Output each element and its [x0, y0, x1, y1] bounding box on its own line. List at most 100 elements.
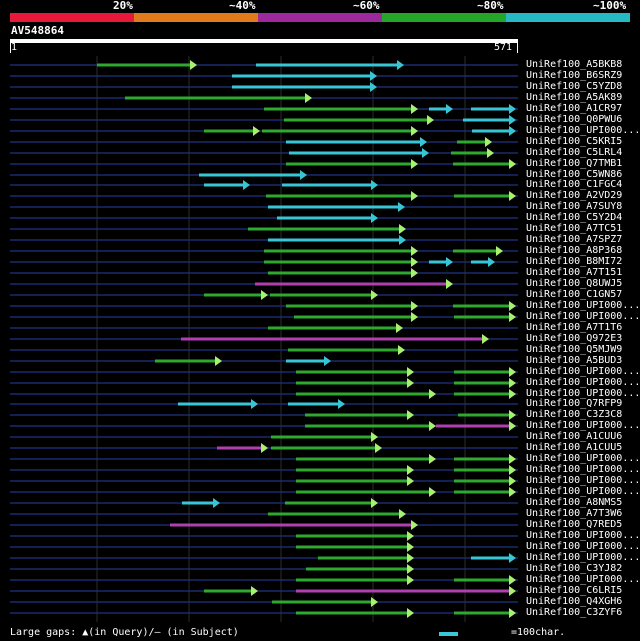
hit-label[interactable]: UniRef100_C5KRI5	[526, 136, 623, 147]
hit-segment[interactable]	[454, 454, 516, 464]
hit-segment[interactable]	[458, 410, 516, 420]
hit-label[interactable]: UniRef100_Q7TMB1	[526, 158, 623, 169]
hit-segment[interactable]	[271, 443, 382, 453]
hit-label[interactable]: UniRef100_A7TC51	[526, 223, 623, 234]
hit-segment[interactable]	[296, 389, 436, 399]
hit-segment[interactable]	[97, 60, 197, 70]
hit-segment[interactable]	[454, 487, 516, 497]
hit-segment[interactable]	[294, 312, 418, 322]
hit-segment[interactable]	[306, 564, 414, 574]
hit-segment[interactable]	[454, 312, 516, 322]
hit-segment[interactable]	[284, 115, 434, 125]
hit-segment[interactable]	[296, 454, 436, 464]
hit-segment[interactable]	[429, 257, 453, 267]
hit-label[interactable]: UniRef100_UPI000...	[526, 311, 640, 322]
hit-label[interactable]: UniRef100_C5LRL4	[526, 147, 623, 158]
hit-label[interactable]: UniRef100_A7SUY8	[526, 201, 623, 212]
hit-label[interactable]: UniRef100_UPI000...	[526, 453, 640, 464]
hit-segment[interactable]	[436, 421, 516, 431]
hit-segment[interactable]	[264, 104, 418, 114]
hit-label[interactable]: UniRef100_Q972E3	[526, 333, 623, 344]
hit-segment[interactable]	[296, 476, 414, 486]
hit-segment[interactable]	[454, 608, 516, 618]
hit-label[interactable]: UniRef100_C5YZD8	[526, 81, 623, 92]
hit-segment[interactable]	[264, 257, 418, 267]
hit-label[interactable]: UniRef100_Q8UWJ5	[526, 278, 623, 289]
hit-segment[interactable]	[296, 378, 414, 388]
hit-label[interactable]: UniRef100_Q4XGH6	[526, 596, 623, 607]
hit-segment[interactable]	[125, 93, 312, 103]
hit-segment[interactable]	[454, 575, 516, 585]
hit-segment[interactable]	[268, 268, 418, 278]
hit-segment[interactable]	[453, 246, 503, 256]
hit-segment[interactable]	[288, 399, 345, 409]
hit-segment[interactable]	[268, 235, 406, 245]
hit-segment[interactable]	[155, 356, 222, 366]
hit-segment[interactable]	[286, 356, 331, 366]
hit-segment[interactable]	[318, 553, 414, 563]
hit-label[interactable]: UniRef100_Q5MJW9	[526, 344, 623, 355]
hit-segment[interactable]	[178, 399, 258, 409]
hit-label[interactable]: UniRef100_A1CUU5	[526, 442, 623, 453]
hit-label[interactable]: UniRef100_A8NMS5	[526, 497, 623, 508]
hit-label[interactable]: UniRef100_UPI000...	[526, 552, 640, 563]
hit-segment[interactable]	[268, 323, 403, 333]
hit-label[interactable]: UniRef100_C3ZYF6	[526, 607, 623, 618]
hit-label[interactable]: UniRef100_C3YJ82	[526, 563, 623, 574]
hit-segment[interactable]	[232, 71, 377, 81]
hit-label[interactable]: UniRef100_UPI000...	[526, 486, 640, 497]
hit-segment[interactable]	[282, 180, 378, 190]
hit-segment[interactable]	[471, 553, 516, 563]
hit-segment[interactable]	[296, 367, 414, 377]
hit-segment[interactable]	[204, 586, 258, 596]
hit-segment[interactable]	[217, 443, 268, 453]
hit-label[interactable]: UniRef100_UPI000...	[526, 377, 640, 388]
hit-label[interactable]: UniRef100_A5BKB8	[526, 59, 623, 70]
hit-label[interactable]: UniRef100_C1GN57	[526, 289, 623, 300]
hit-segment[interactable]	[454, 378, 516, 388]
hit-label[interactable]: UniRef100_Q7RED5	[526, 519, 623, 530]
hit-segment[interactable]	[296, 487, 436, 497]
hit-segment[interactable]	[286, 159, 418, 169]
hit-label[interactable]: UniRef100_A8P368	[526, 245, 623, 256]
hit-segment[interactable]	[268, 509, 406, 519]
hit-label[interactable]: UniRef100_A5AK89	[526, 92, 623, 103]
hit-segment[interactable]	[305, 421, 436, 431]
hit-segment[interactable]	[463, 115, 516, 125]
hit-label[interactable]: UniRef100_Q7RFP9	[526, 398, 623, 409]
hit-label[interactable]: UniRef100_A2VD29	[526, 190, 623, 201]
hit-label[interactable]: UniRef100_C5WN86	[526, 169, 623, 180]
hit-segment[interactable]	[453, 159, 516, 169]
hit-segment[interactable]	[457, 137, 492, 147]
hit-label[interactable]: UniRef100_C1FGC4	[526, 179, 623, 190]
hit-segment[interactable]	[454, 367, 516, 377]
hit-segment[interactable]	[199, 170, 307, 180]
hit-label[interactable]: UniRef100_Q0PWU6	[526, 114, 623, 125]
hit-segment[interactable]	[296, 542, 414, 552]
hit-segment[interactable]	[288, 345, 405, 355]
hit-segment[interactable]	[454, 191, 516, 201]
hit-label[interactable]: UniRef100_B8MI72	[526, 256, 623, 267]
hit-label[interactable]: UniRef100_UPI000...	[526, 366, 640, 377]
hit-label[interactable]: UniRef100_B6SRZ9	[526, 70, 623, 81]
hit-label[interactable]: UniRef100_A7SPZ7	[526, 234, 623, 245]
hit-label[interactable]: UniRef100_UPI000...	[526, 475, 640, 486]
hit-segment[interactable]	[429, 104, 453, 114]
hit-segment[interactable]	[471, 104, 516, 114]
hit-segment[interactable]	[270, 290, 378, 300]
hit-segment[interactable]	[204, 126, 260, 136]
hit-segment[interactable]	[255, 279, 453, 289]
hit-segment[interactable]	[451, 148, 494, 158]
hit-label[interactable]: UniRef100_A5BUD3	[526, 355, 623, 366]
hit-label[interactable]: UniRef100_A1CUU6	[526, 431, 623, 442]
hit-segment[interactable]	[204, 290, 268, 300]
hit-segment[interactable]	[454, 465, 516, 475]
hit-label[interactable]: UniRef100_UPI000...	[526, 300, 640, 311]
hit-label[interactable]: UniRef100_UPI000...	[526, 464, 640, 475]
hit-label[interactable]: UniRef100_A1CR97	[526, 103, 623, 114]
hit-label[interactable]: UniRef100_C5Y2D4	[526, 212, 623, 223]
hit-segment[interactable]	[296, 586, 516, 596]
hit-segment[interactable]	[232, 82, 377, 92]
hit-segment[interactable]	[170, 520, 418, 530]
hit-segment[interactable]	[286, 137, 427, 147]
